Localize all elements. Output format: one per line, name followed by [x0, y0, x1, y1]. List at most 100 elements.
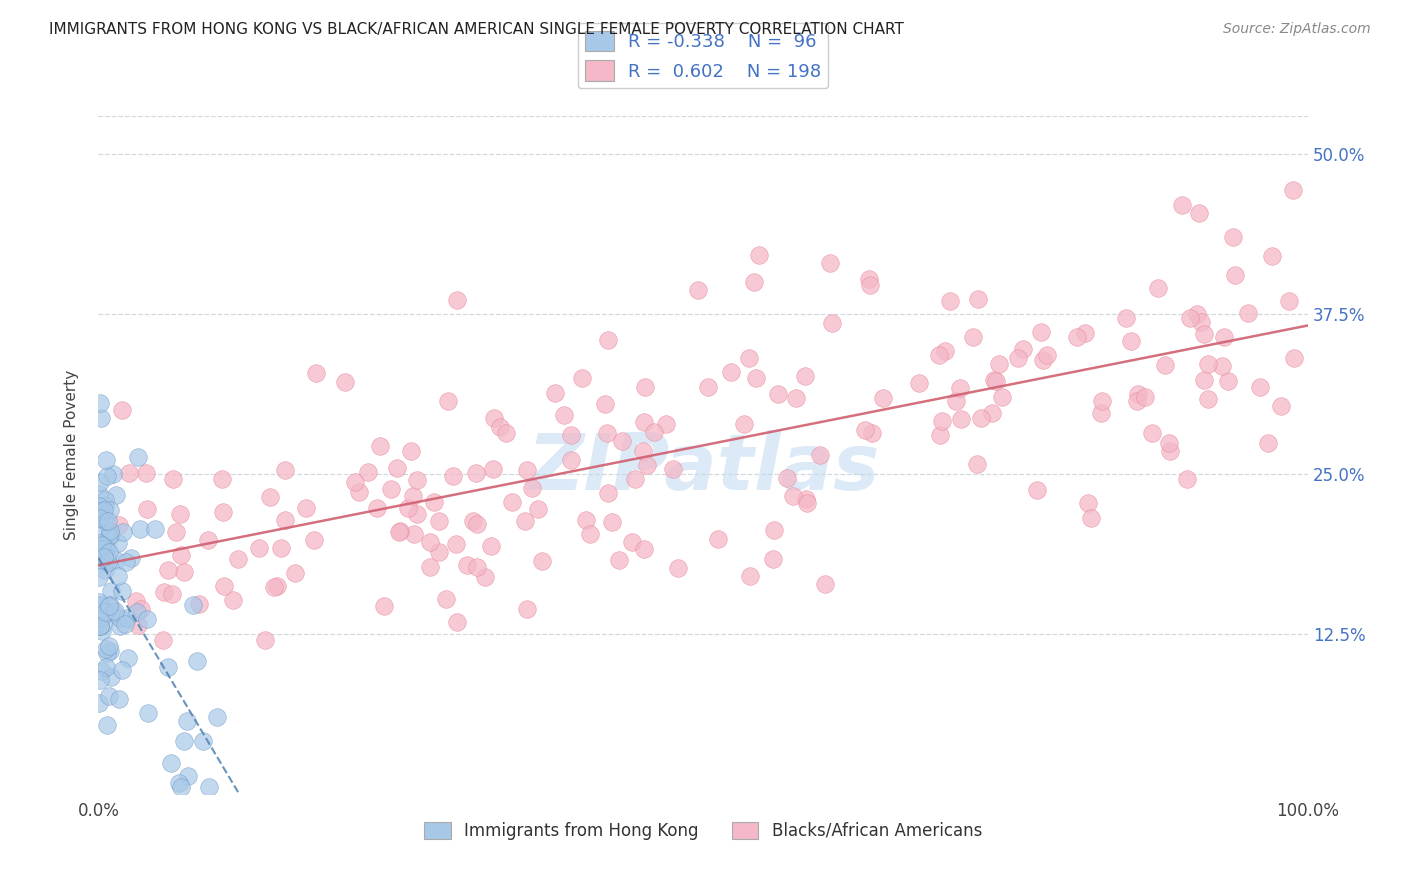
Point — [481, 539, 503, 553]
Point — [495, 426, 517, 441]
Point — [427, 514, 450, 528]
Point — [1282, 183, 1305, 197]
Point — [1154, 358, 1177, 372]
Point — [335, 376, 357, 390]
Point — [107, 535, 129, 549]
Point — [89, 619, 111, 633]
Point — [808, 448, 831, 462]
Point — [1278, 293, 1301, 308]
Point — [1257, 436, 1279, 450]
Point — [89, 396, 111, 410]
Point — [90, 598, 112, 612]
Point — [444, 537, 467, 551]
Point — [98, 644, 121, 658]
Point — [1216, 374, 1239, 388]
Point — [661, 462, 683, 476]
Point — [129, 602, 152, 616]
Point — [465, 560, 488, 574]
Point — [366, 501, 388, 516]
Point — [127, 605, 149, 619]
Point — [111, 403, 134, 417]
Point — [949, 381, 972, 395]
Point — [1282, 351, 1305, 366]
Point — [776, 471, 799, 485]
Point — [114, 616, 136, 631]
Point — [380, 482, 402, 496]
Point — [98, 599, 121, 613]
Point — [986, 374, 1008, 388]
Point — [624, 472, 647, 486]
Point — [1007, 351, 1029, 365]
Point — [427, 545, 450, 559]
Point — [93, 549, 115, 564]
Point — [1036, 348, 1059, 362]
Point — [87, 569, 110, 583]
Point — [643, 425, 665, 439]
Point — [1192, 327, 1215, 342]
Point — [385, 461, 408, 475]
Point — [738, 351, 761, 365]
Point — [1026, 483, 1049, 497]
Point — [107, 569, 129, 583]
Point — [356, 465, 378, 479]
Point — [720, 365, 742, 379]
Point — [1170, 198, 1192, 212]
Point — [112, 524, 135, 539]
Point — [575, 513, 598, 527]
Point — [516, 601, 538, 615]
Point — [1177, 472, 1199, 486]
Point — [818, 256, 841, 270]
Point — [465, 517, 488, 532]
Point — [402, 527, 425, 541]
Point — [794, 368, 817, 383]
Point — [1211, 359, 1233, 373]
Point — [796, 495, 818, 509]
Point — [734, 417, 756, 431]
Point — [782, 489, 804, 503]
Point — [136, 501, 159, 516]
Point — [153, 585, 176, 599]
Point — [666, 561, 689, 575]
Point — [89, 508, 111, 523]
Point — [962, 329, 984, 343]
Point — [226, 552, 249, 566]
Point — [970, 411, 993, 425]
Point — [544, 386, 567, 401]
Point — [938, 294, 960, 309]
Point — [631, 443, 654, 458]
Point — [94, 493, 117, 508]
Point — [602, 515, 624, 529]
Point — [515, 514, 537, 528]
Point — [571, 371, 593, 385]
Point — [94, 542, 117, 557]
Point — [1091, 394, 1114, 409]
Point — [266, 579, 288, 593]
Point — [97, 639, 120, 653]
Point — [135, 466, 157, 480]
Point — [205, 710, 228, 724]
Point — [274, 513, 297, 527]
Point — [117, 611, 139, 625]
Point — [396, 501, 419, 516]
Point — [853, 423, 876, 437]
Point — [111, 583, 134, 598]
Text: ZIPatlas: ZIPatlas — [527, 431, 879, 507]
Point — [593, 397, 616, 411]
Point — [929, 428, 952, 442]
Point — [97, 545, 120, 559]
Point — [908, 376, 931, 390]
Point — [474, 570, 496, 584]
Point — [94, 514, 117, 528]
Point — [596, 333, 619, 347]
Point — [738, 569, 761, 583]
Point — [97, 555, 120, 569]
Point — [388, 524, 411, 539]
Point — [104, 553, 127, 567]
Point — [93, 617, 115, 632]
Point — [482, 411, 505, 425]
Point — [247, 541, 270, 555]
Point — [104, 604, 127, 618]
Point — [160, 756, 183, 770]
Point — [446, 293, 468, 308]
Point — [212, 505, 235, 519]
